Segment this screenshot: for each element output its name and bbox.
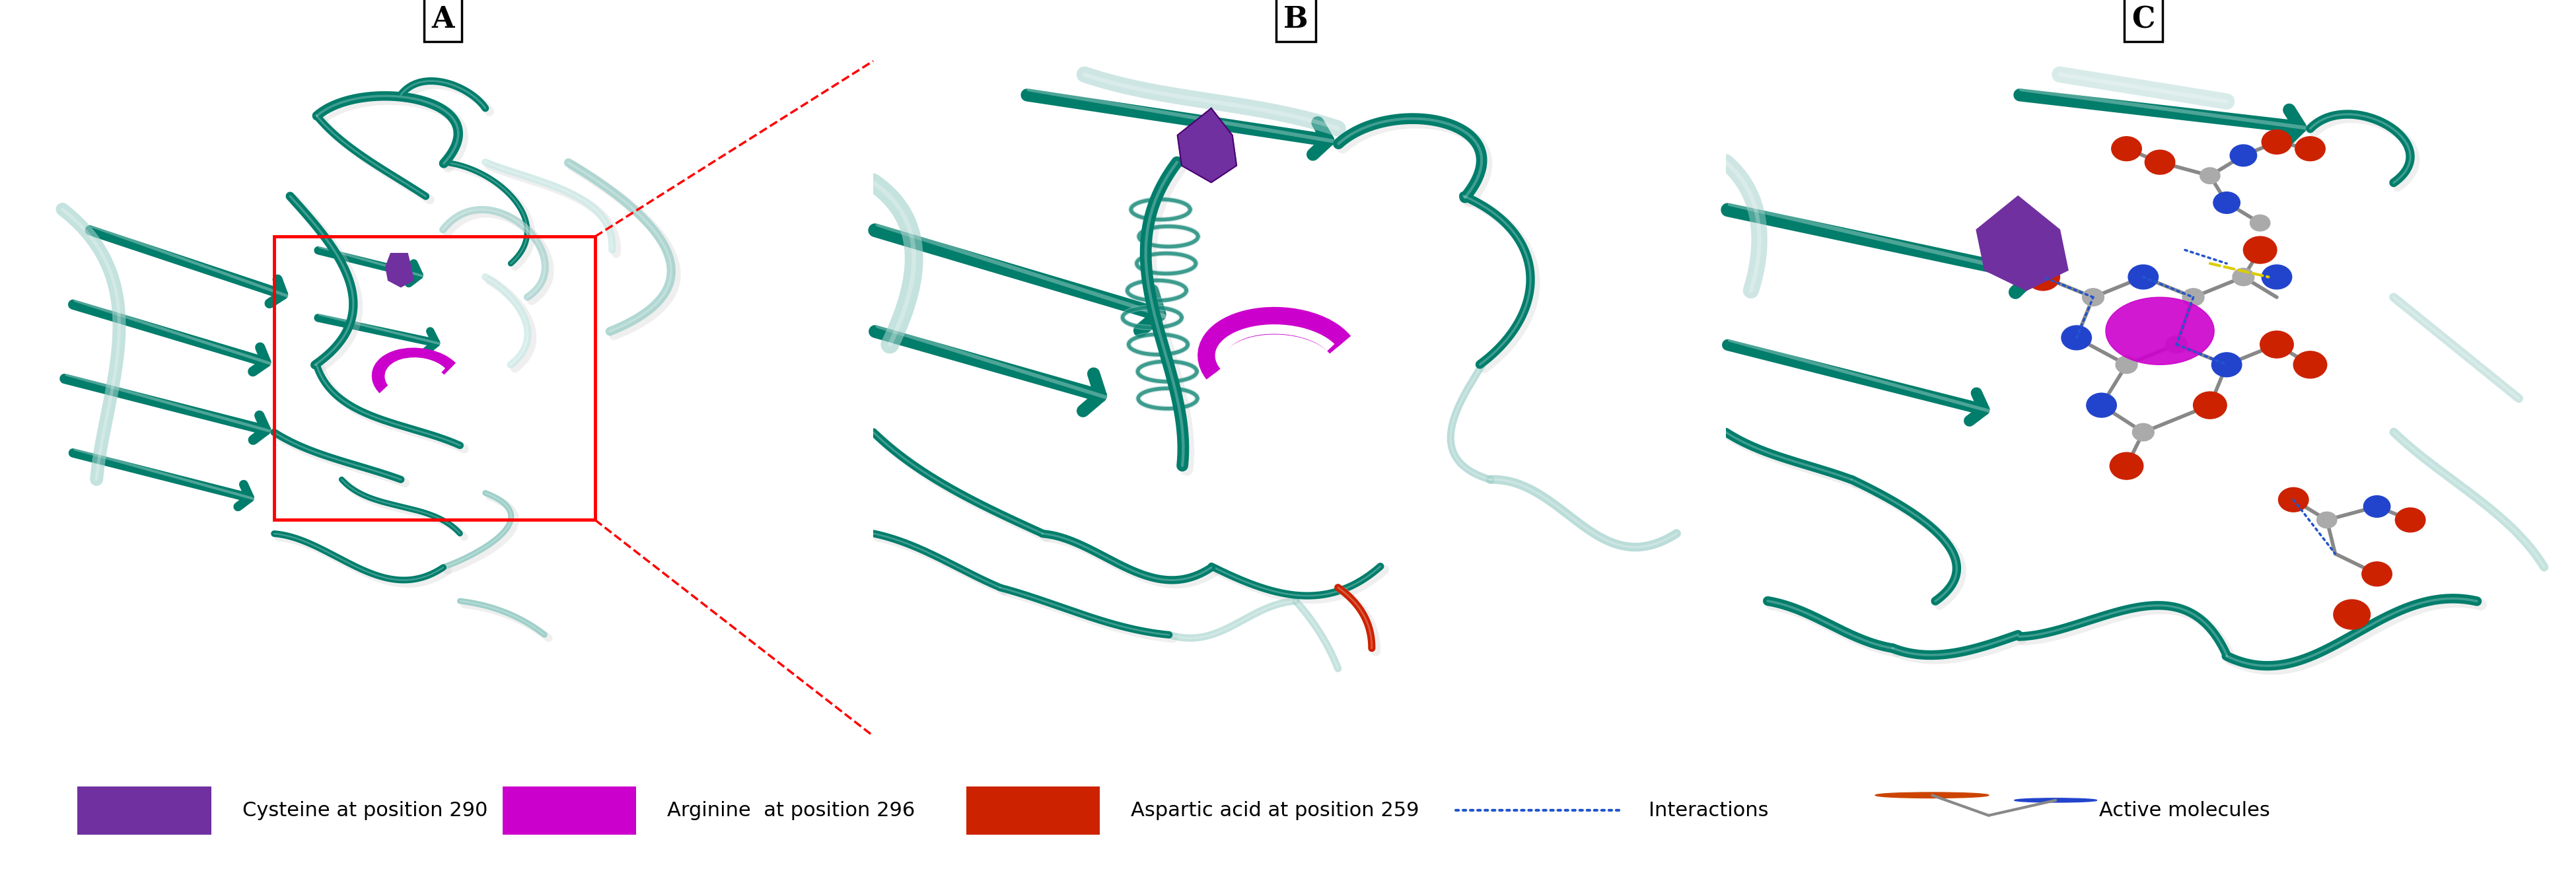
Circle shape	[2110, 453, 2143, 479]
Text: B: B	[1283, 5, 1309, 34]
Circle shape	[2213, 353, 2241, 377]
Circle shape	[2200, 167, 2221, 184]
Bar	[502, 787, 636, 834]
Circle shape	[2128, 265, 2159, 289]
Circle shape	[2233, 268, 2254, 286]
Circle shape	[2293, 351, 2326, 378]
Circle shape	[2192, 392, 2226, 419]
Circle shape	[2334, 599, 2370, 630]
Circle shape	[2259, 331, 2293, 358]
Circle shape	[2231, 145, 2257, 166]
Circle shape	[2249, 215, 2269, 231]
Circle shape	[2182, 288, 2205, 306]
Circle shape	[2014, 798, 2097, 802]
Circle shape	[2133, 423, 2154, 441]
Text: C: C	[2130, 5, 2156, 34]
Circle shape	[2166, 335, 2187, 354]
Circle shape	[2027, 263, 2061, 291]
Circle shape	[2061, 326, 2092, 350]
Circle shape	[2112, 137, 2141, 161]
Polygon shape	[1177, 108, 1236, 183]
Text: Aspartic acid at position 259: Aspartic acid at position 259	[1131, 800, 1419, 820]
Circle shape	[2316, 512, 2336, 528]
Polygon shape	[386, 253, 415, 287]
Circle shape	[2115, 356, 2138, 374]
Circle shape	[2262, 265, 2293, 289]
Circle shape	[2262, 130, 2293, 154]
Circle shape	[2081, 288, 2105, 306]
Circle shape	[2146, 150, 2174, 174]
Polygon shape	[2105, 297, 2215, 365]
Text: Interactions: Interactions	[1649, 800, 1770, 820]
Text: A: A	[433, 5, 453, 34]
Circle shape	[2295, 137, 2326, 161]
Polygon shape	[1976, 196, 2069, 291]
Circle shape	[2213, 192, 2241, 213]
Circle shape	[2244, 237, 2277, 264]
Circle shape	[1875, 793, 1989, 798]
Circle shape	[2362, 562, 2393, 586]
Bar	[966, 787, 1100, 834]
Bar	[273, 237, 595, 520]
Bar	[77, 787, 211, 834]
Circle shape	[2087, 393, 2117, 417]
Circle shape	[2396, 508, 2427, 532]
Circle shape	[2365, 496, 2391, 517]
Circle shape	[2277, 488, 2308, 512]
Text: Arginine  at position 296: Arginine at position 296	[667, 800, 914, 820]
Text: Cysteine at position 290: Cysteine at position 290	[242, 800, 487, 820]
Text: Active molecules: Active molecules	[2099, 800, 2269, 820]
